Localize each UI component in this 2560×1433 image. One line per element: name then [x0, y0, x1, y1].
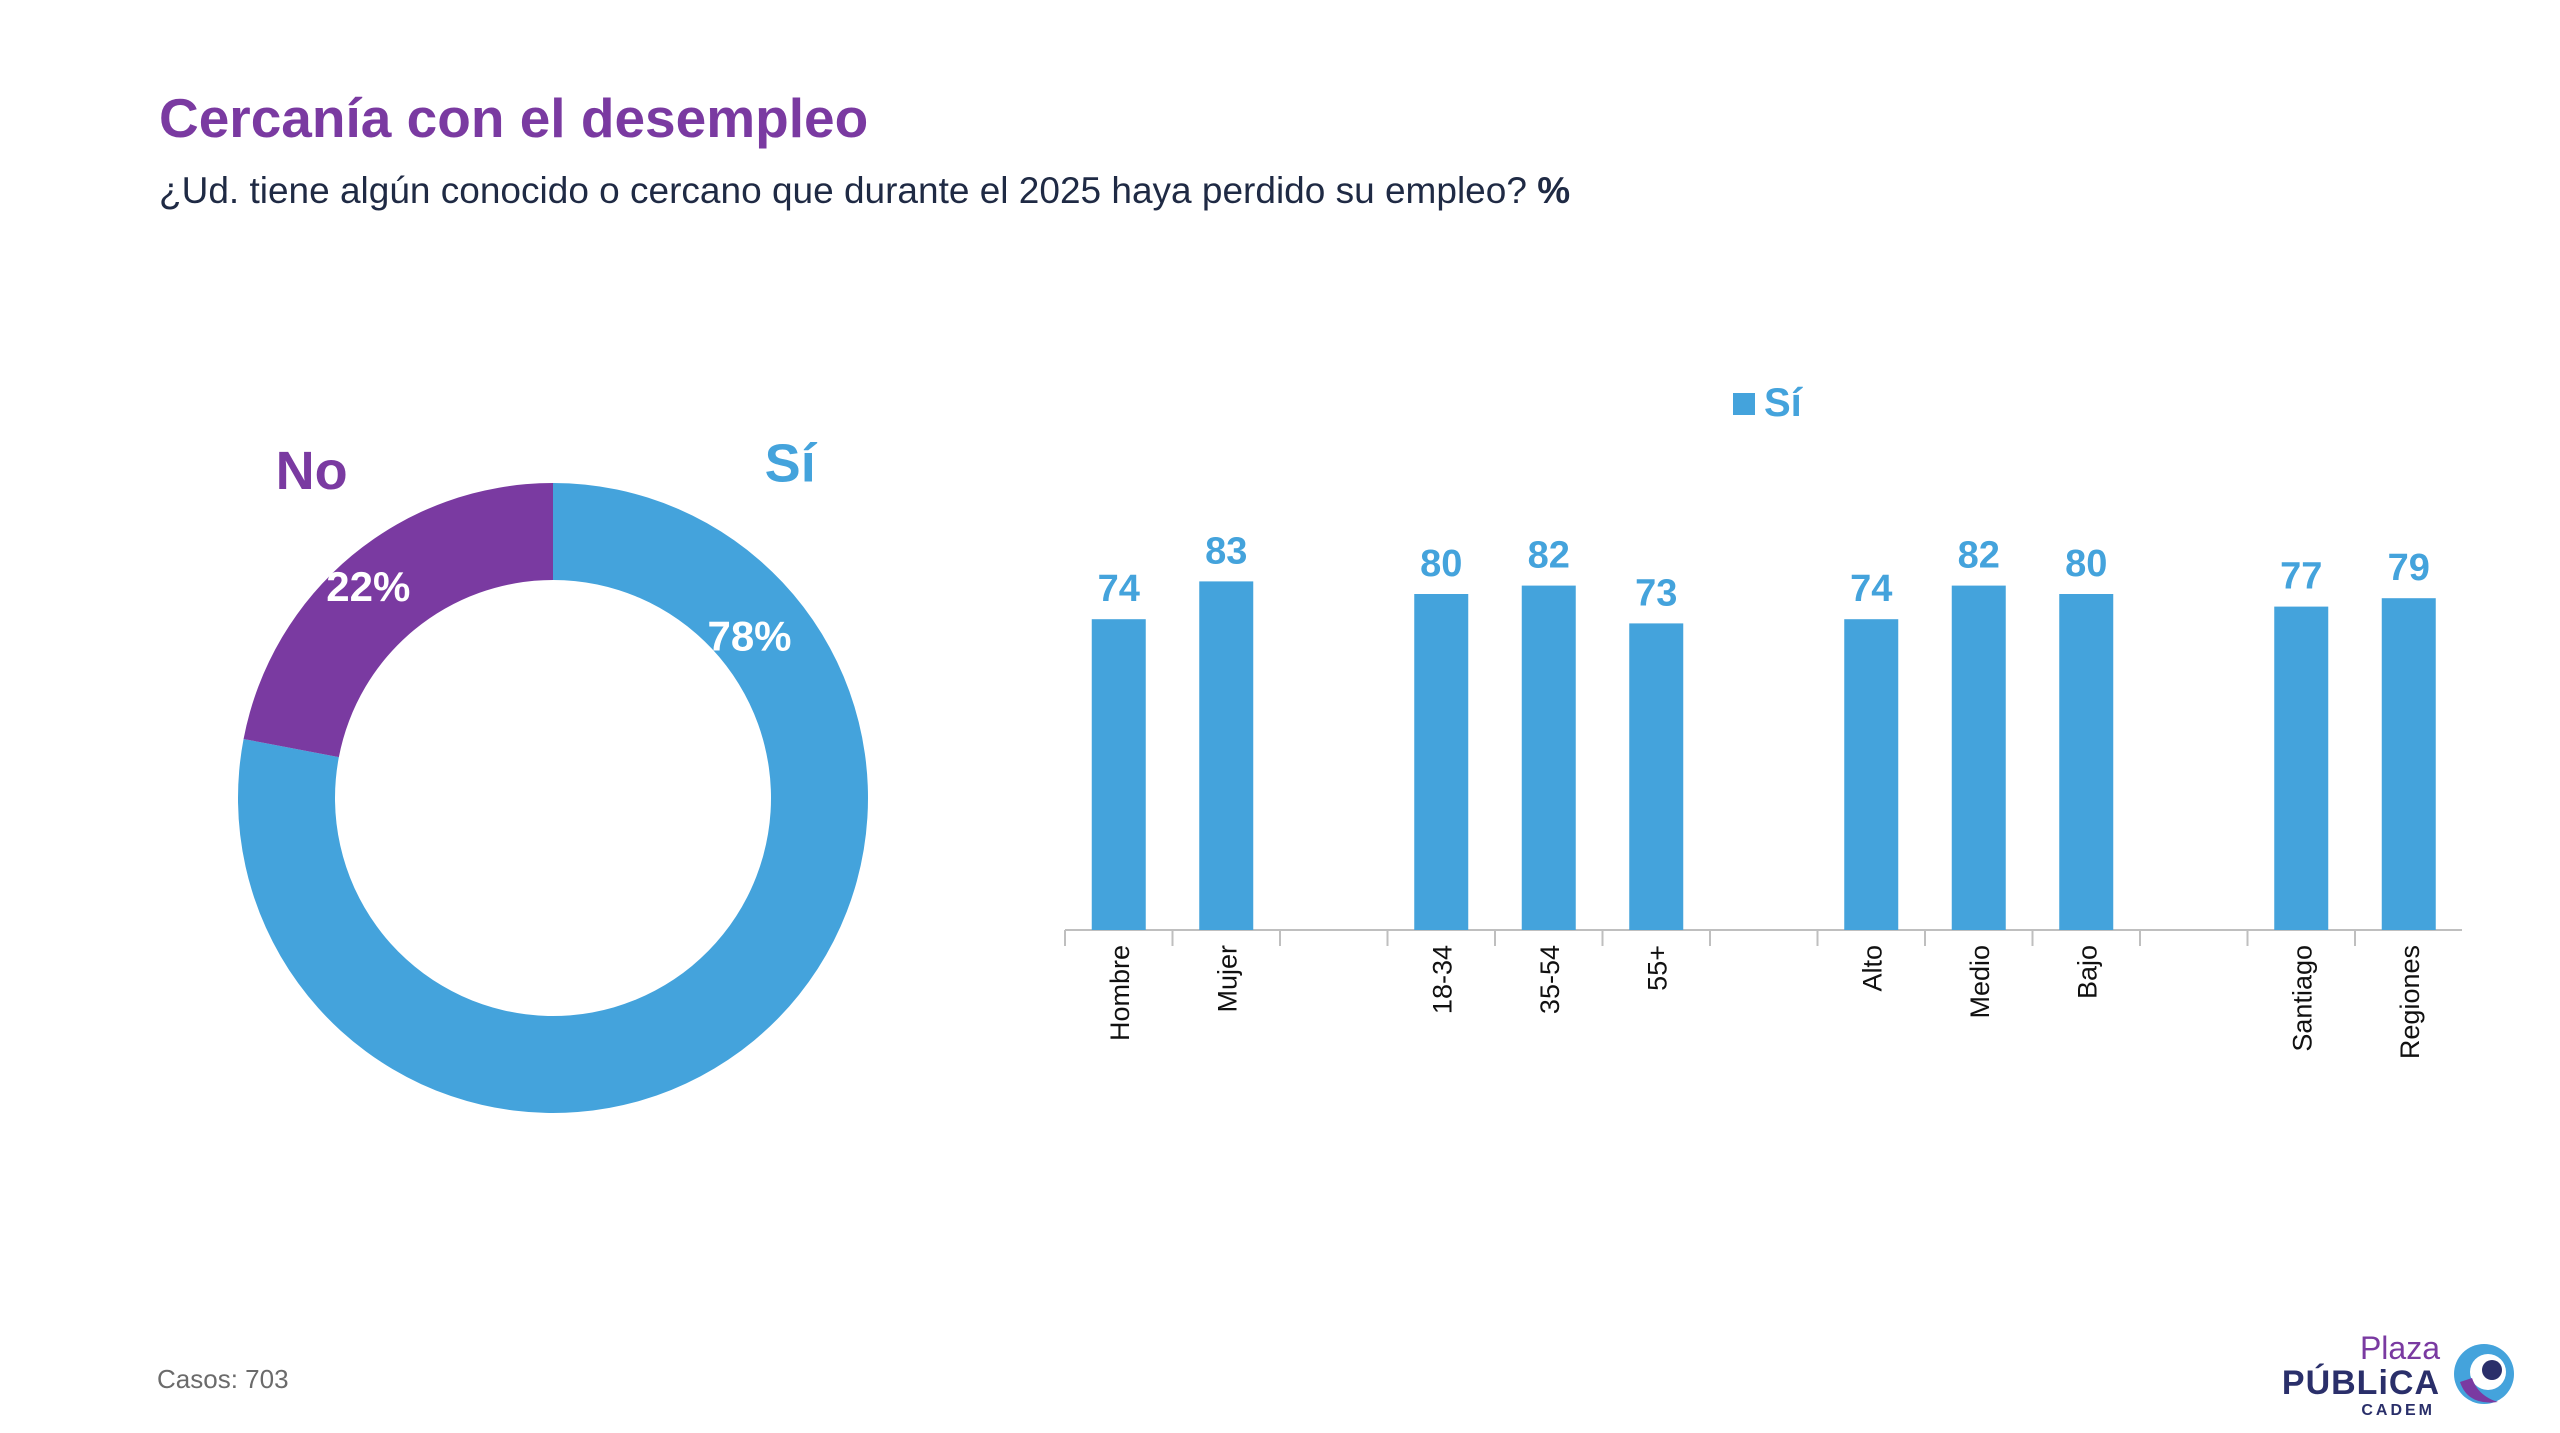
- bar-chart: Sí 74 Hombre 83 Mujer 80 18-34 82 35-54 73 55+ 74 Al…: [1064, 381, 2462, 1059]
- donut-percent-label-si: 78%: [707, 612, 791, 659]
- x-tick-label-mujer: Mujer: [1212, 945, 1242, 1013]
- x-tick-label-hombre: Hombre: [1105, 945, 1135, 1041]
- donut-chart: 78% Sí 22% No: [237, 433, 868, 1113]
- x-tick-label-alto: Alto: [1857, 945, 1887, 992]
- bar-medio: [1951, 585, 2006, 930]
- bar-value-label-hombre: 74: [1098, 568, 1140, 610]
- bar-value-label-santiago: 77: [2280, 556, 2322, 598]
- bar-alto: [1844, 619, 1899, 930]
- logo-publica: PÚBLiCA: [2281, 1364, 2440, 1402]
- bar-value-label-medio: 82: [1958, 535, 2000, 577]
- logo-cadem: CADEM: [2361, 1402, 2435, 1419]
- x-tick-label-medio: Medio: [1965, 945, 1995, 1019]
- bar-35-54: [1521, 585, 1576, 930]
- bar-regiones: [2381, 598, 2436, 930]
- page-subtitle: ¿Ud. tiene algún conocido o cercano que …: [159, 170, 1570, 212]
- donut-category-label-si: Sí: [765, 433, 818, 493]
- bar-santiago: [2274, 606, 2329, 930]
- plaza-publica-logo: Plaza PÚBLiCA CADEM: [2280, 1330, 2540, 1420]
- logo-plaza: Plaza: [2359, 1330, 2440, 1366]
- bar-value-label-alto: 74: [1850, 568, 1892, 610]
- x-tick-label-regiones: Regiones: [2395, 945, 2425, 1059]
- bar-value-label-18-34: 80: [1420, 543, 1462, 585]
- x-tick-label-bajo: Bajo: [2072, 945, 2102, 999]
- bar-value-label-35-54: 82: [1528, 535, 1570, 577]
- bar-value-label-regiones: 79: [2388, 547, 2430, 589]
- page-title: Cercanía con el desempleo: [159, 87, 869, 149]
- donut-slice-si: [237, 483, 868, 1113]
- bar-bajo: [2059, 594, 2114, 930]
- bar-hombre: [1091, 619, 1146, 930]
- subtitle-unit: %: [1537, 170, 1571, 211]
- bar-18-34: [1414, 594, 1469, 930]
- legend-swatch-si: [1733, 393, 1755, 415]
- donut-percent-label-no: 22%: [326, 563, 410, 610]
- bar-value-label-55: 73: [1635, 572, 1677, 614]
- legend-label-si: Sí: [1764, 381, 1804, 425]
- donut-category-label-no: No: [276, 441, 348, 501]
- bar-value-label-bajo: 80: [2065, 543, 2107, 585]
- bar-value-label-mujer: 83: [1205, 530, 1247, 572]
- bar-55: [1629, 623, 1684, 930]
- x-tick-label-35-54: 35-54: [1535, 945, 1565, 1014]
- x-tick-label-santiago: Santiago: [2287, 945, 2317, 1052]
- bar-mujer: [1199, 581, 1254, 930]
- cases-footnote: Casos: 703: [157, 1364, 289, 1394]
- x-tick-label-55: 55+: [1642, 945, 1672, 991]
- subtitle-question: ¿Ud. tiene algún conocido o cercano que …: [159, 170, 1527, 211]
- x-tick-label-18-34: 18-34: [1427, 945, 1457, 1014]
- donut-slice-no: [243, 483, 553, 758]
- logo-mark-icon: [2454, 1344, 2514, 1404]
